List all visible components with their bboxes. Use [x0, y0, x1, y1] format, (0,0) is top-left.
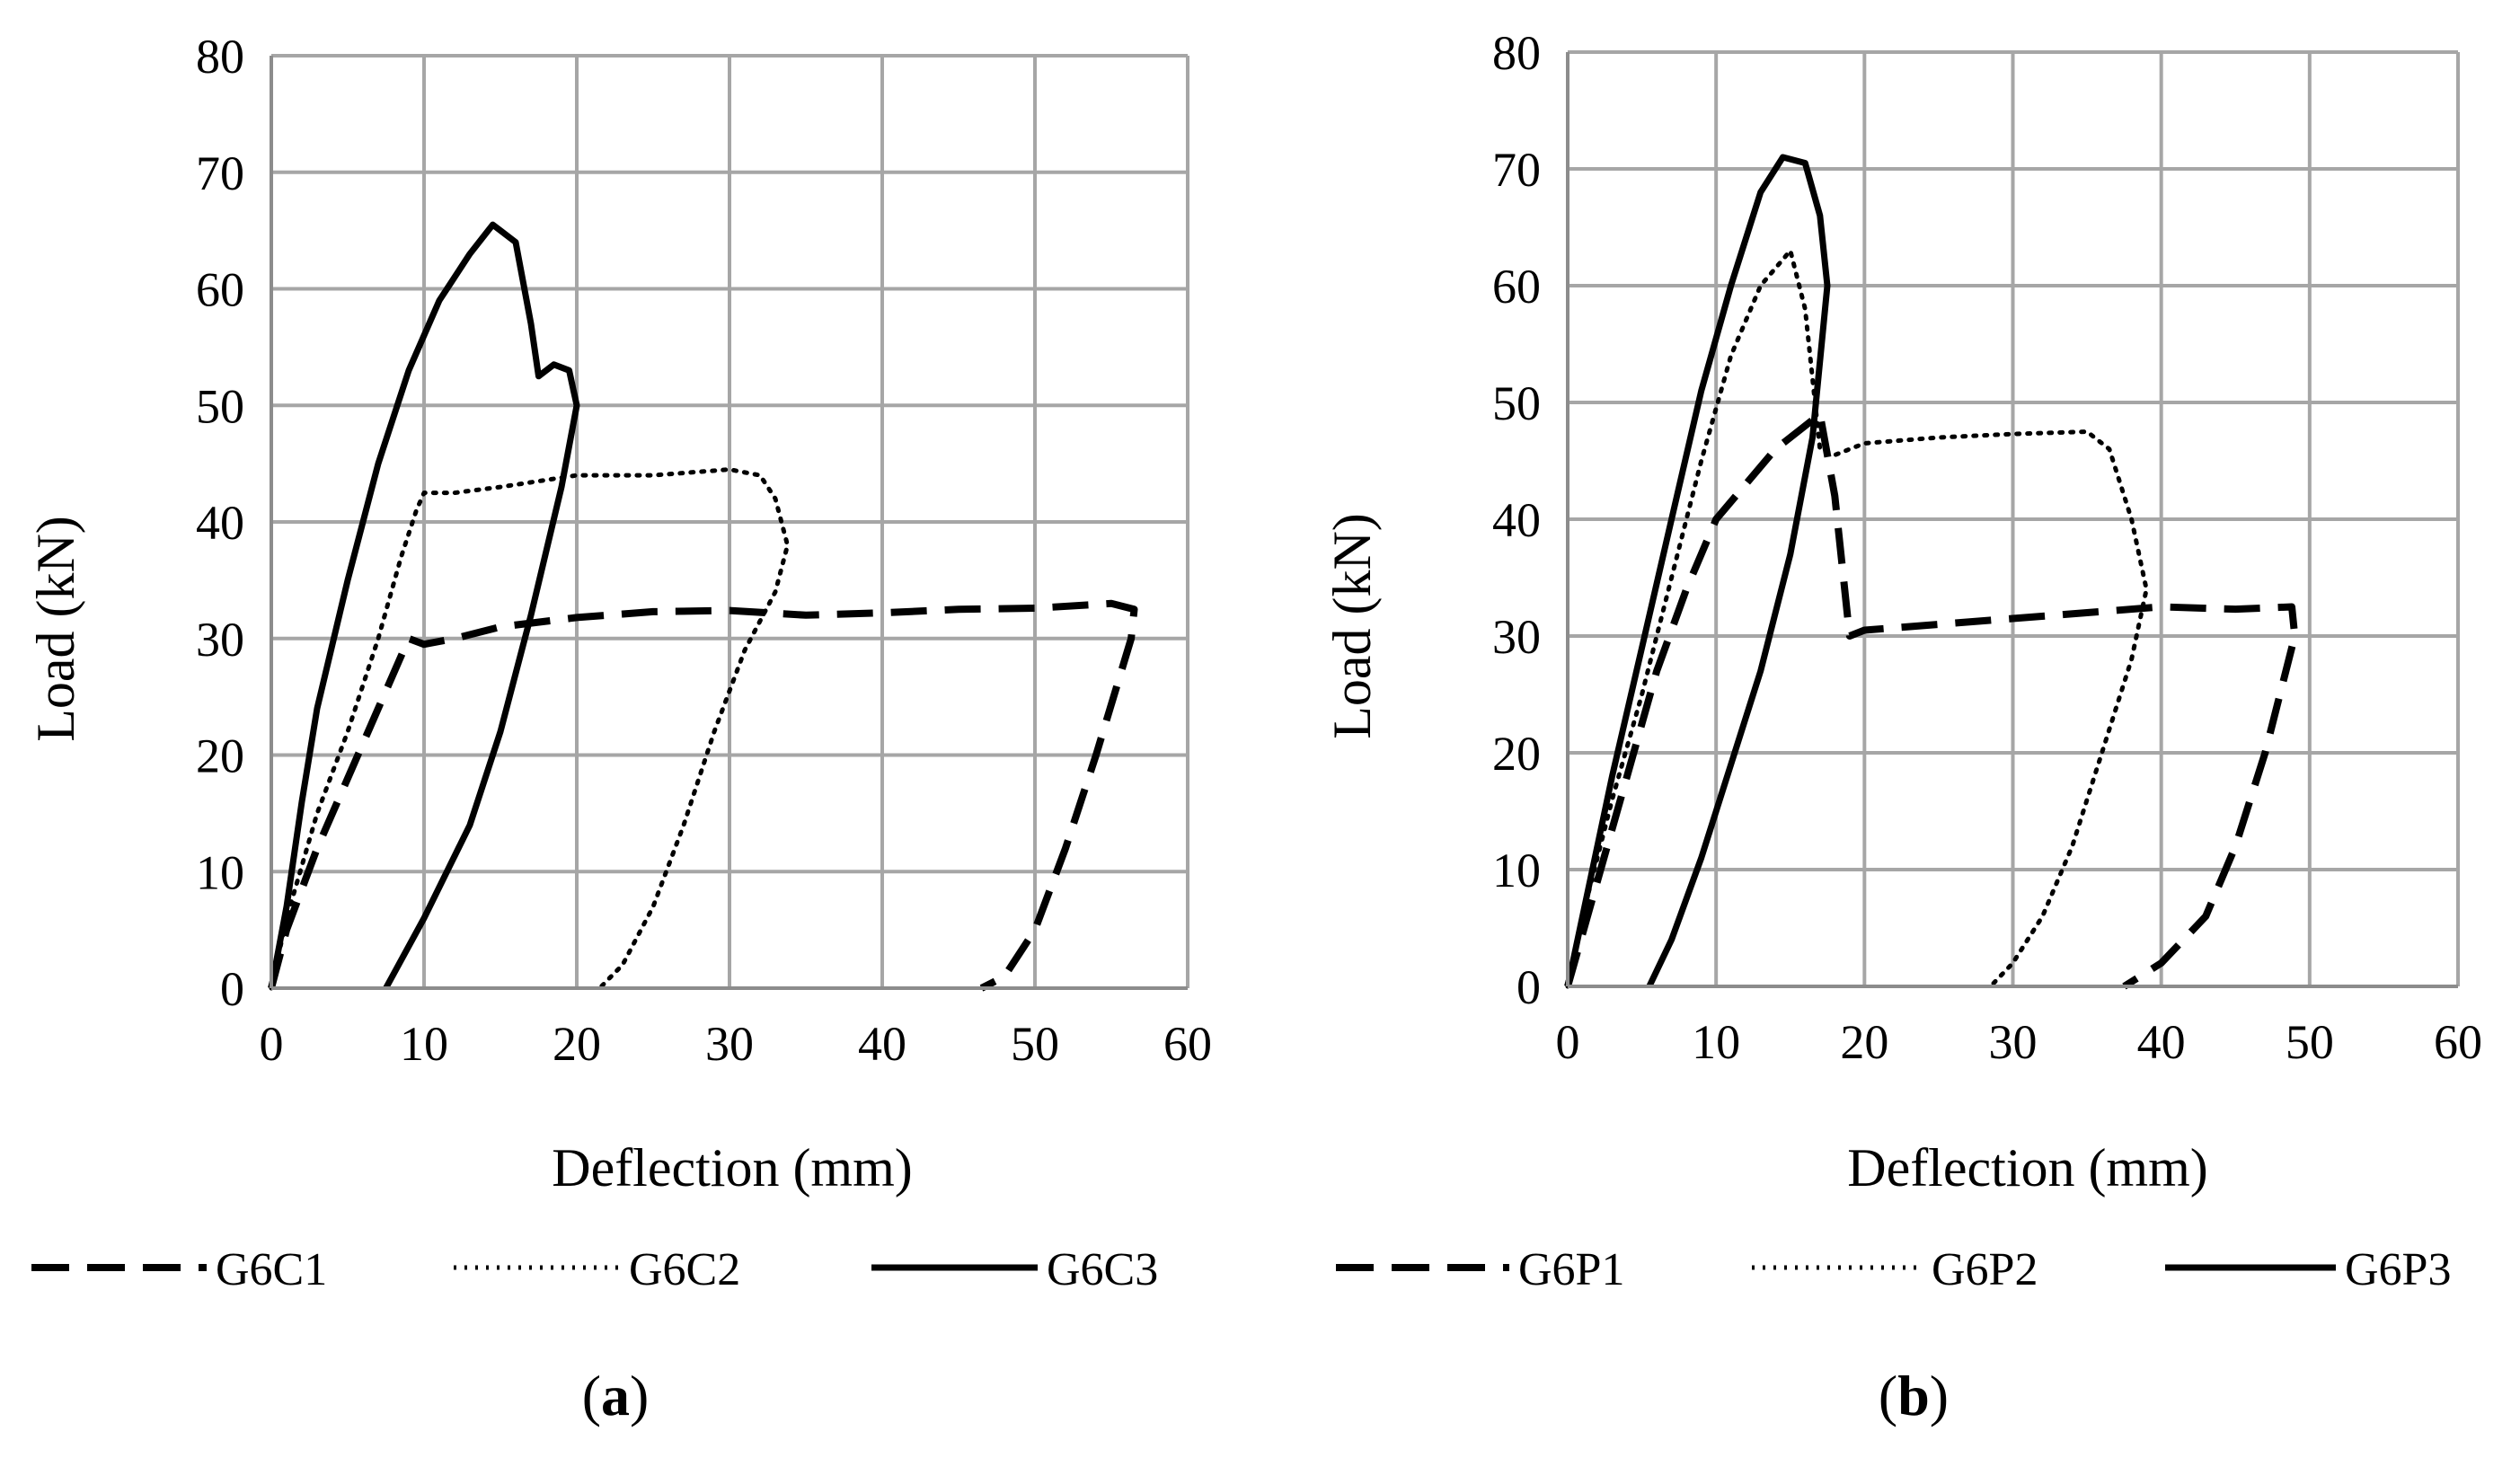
x-tick-label: 20 [1840, 1015, 1888, 1069]
y-tick-label: 80 [1492, 26, 1541, 80]
panel-letter-a: a [601, 1364, 630, 1427]
y-tick-label: 40 [196, 496, 244, 550]
y-tick-label: 70 [196, 146, 244, 200]
y-tick-label: 20 [196, 729, 244, 783]
series-line-G6P3 [1564, 154, 1831, 988]
x-tick-label: 40 [2137, 1015, 2186, 1069]
y-tick-label: 80 [196, 30, 244, 84]
series-line-G6C3 [268, 221, 580, 990]
chart-panel-b: 0 10 20 30 40 50 60 0 10 20 30 40 50 60 70 80 Deflectio… [1322, 26, 2482, 1427]
x-tick-label: 60 [1163, 1017, 1212, 1071]
x-tick-label: 60 [2434, 1015, 2482, 1069]
axes-a: 0 10 20 30 40 50 60 0 10 20 30 40 50 60 70 80 [196, 30, 1212, 1071]
legend-label-G6P3: G6P3 [2345, 1244, 2451, 1295]
series-line-G6P1 [1564, 411, 2299, 990]
x-tick-label: 40 [858, 1017, 906, 1071]
x-tick-label: 20 [553, 1017, 601, 1071]
series-line-G6C2 [269, 467, 791, 991]
y-tick-label: 30 [1492, 610, 1541, 664]
panel-letter-b: b [1897, 1364, 1930, 1427]
legend-label-G6C2: G6C2 [629, 1244, 740, 1295]
y-tick-label: 60 [1492, 260, 1541, 314]
grid-b [1568, 50, 2460, 986]
series-line-G6C1 [268, 599, 1138, 992]
legend-label-G6C1: G6C1 [216, 1244, 327, 1295]
y-tick-label: 0 [1516, 960, 1541, 1014]
x-tick-label: 50 [1011, 1017, 1059, 1071]
y-tick-label: 0 [220, 962, 244, 1016]
x-tick-label: 50 [2286, 1015, 2334, 1069]
series-group-b [1564, 154, 2299, 990]
y-tick-label: 40 [1492, 493, 1541, 547]
panel-label-b: (b) [1879, 1364, 1949, 1427]
x-tick-label: 0 [1556, 1015, 1580, 1069]
panel-label-a: (a) [582, 1364, 650, 1427]
grid-a [271, 54, 1189, 988]
axes-b: 0 10 20 30 40 50 60 0 10 20 30 40 50 60 70 80 [1492, 26, 2482, 1069]
x-tick-label: 0 [260, 1017, 284, 1071]
x-tick-label: 30 [1989, 1015, 2038, 1069]
y-axis-label-a: Load (kN) [26, 516, 85, 742]
y-tick-label: 50 [196, 379, 244, 433]
legend-label-G6P2: G6P2 [1932, 1244, 2038, 1295]
y-tick-label: 60 [196, 263, 244, 317]
y-tick-label: 10 [196, 845, 244, 899]
legend-label-G6P1: G6P1 [1518, 1244, 1624, 1295]
series-group-a [268, 221, 1138, 992]
legend-a: G6C1 G6C2 G6C3 [31, 1244, 1158, 1295]
legend-b: G6P1 G6P2 G6P3 [1336, 1244, 2451, 1295]
series-line-G6P2 [1565, 248, 2149, 989]
legend-label-G6C3: G6C3 [1047, 1244, 1158, 1295]
x-tick-label: 10 [400, 1017, 448, 1071]
x-tick-label: 30 [705, 1017, 754, 1071]
chart-panel-a: 0 10 20 30 40 50 60 0 10 20 30 40 50 60 70 80 Deflectio… [26, 30, 1212, 1427]
x-axis-label-b: Deflection (mm) [1847, 1138, 2208, 1197]
x-axis-label-a: Deflection (mm) [552, 1138, 913, 1197]
y-tick-label: 10 [1492, 844, 1541, 897]
y-tick-label: 70 [1492, 143, 1541, 197]
y-tick-label: 30 [196, 613, 244, 667]
y-axis-label-b: Load (kN) [1322, 513, 1382, 739]
y-tick-label: 50 [1492, 376, 1541, 430]
x-tick-label: 10 [1692, 1015, 1740, 1069]
y-tick-label: 20 [1492, 727, 1541, 781]
